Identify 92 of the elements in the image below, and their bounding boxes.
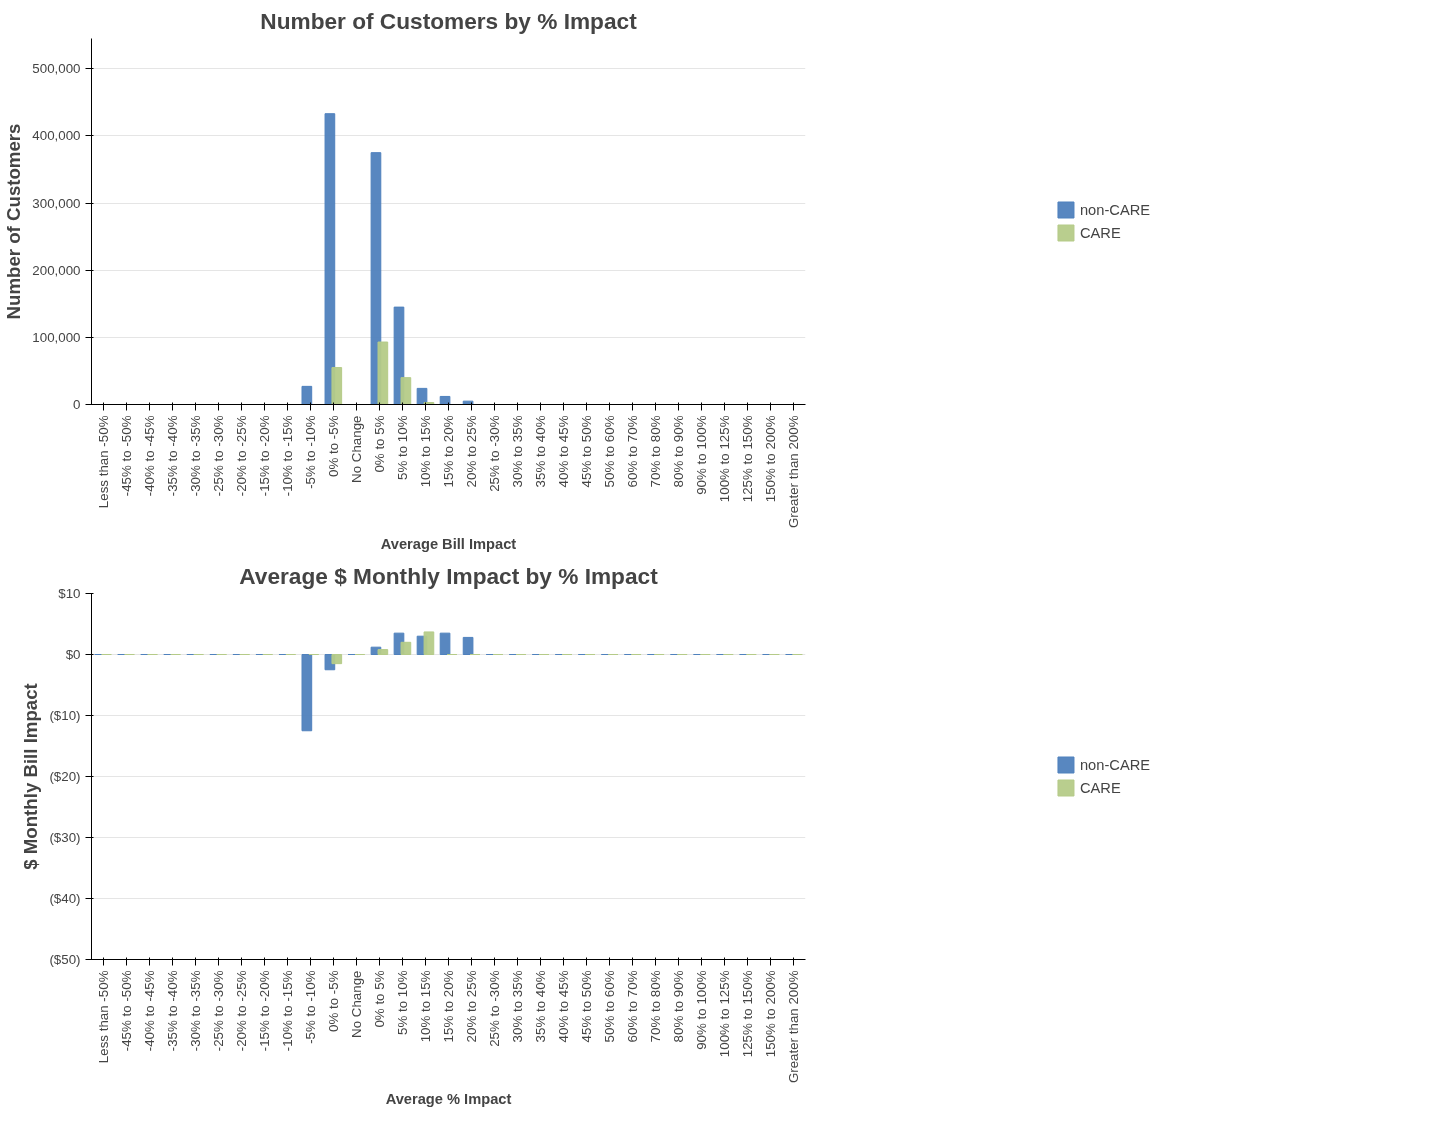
x-tick-label: 0% to 5% [371, 970, 387, 1028]
x-tick-label: 125% to 150% [740, 415, 756, 503]
x-tick-label: 100% to 125% [717, 415, 733, 503]
x-tick-label: -10% to -15% [279, 970, 295, 1052]
bar [324, 113, 336, 405]
x-tick-label: 80% to 90% [671, 415, 687, 488]
y-tick-label: ($30) [49, 830, 81, 845]
x-tick-label: 80% to 90% [671, 970, 687, 1043]
y-tick-label: 100,000 [32, 329, 81, 345]
y-tick-label: ($10) [49, 708, 81, 723]
x-tick-label: 45% to 50% [579, 415, 595, 488]
y-tick-label: $10 [58, 586, 81, 601]
x-tick-label: 90% to 100% [694, 970, 710, 1050]
x-tick-label: 20% to 25% [464, 970, 480, 1043]
x-tick-label: -5% to -10% [302, 970, 318, 1044]
x-tick-label: 20% to 25% [464, 415, 480, 488]
x-tick-label: 90% to 100% [694, 415, 710, 495]
x-tick-label: 25% to -30% [487, 415, 503, 492]
y-tick-label: 400,000 [32, 128, 81, 144]
x-tick-label: 60% to 70% [625, 415, 641, 488]
x-tick-label: 60% to 70% [625, 970, 641, 1043]
x-tick-label: -20% to -25% [233, 970, 249, 1052]
x-tick-label: 35% to 40% [533, 415, 549, 488]
legend-label: non-CARE [1079, 201, 1151, 218]
x-tick-label: 50% to 60% [602, 970, 618, 1043]
x-tick-label: 40% to 45% [556, 415, 572, 488]
x-tick-label: 10% to 15% [417, 970, 433, 1043]
x-tick-label: -15% to -20% [256, 970, 272, 1052]
y-tick-label: ($50) [49, 952, 81, 967]
x-tick-label: 125% to 150% [740, 970, 756, 1058]
x-tick-label: -45% to -50% [118, 970, 134, 1052]
x-tick-label: 40% to 45% [556, 970, 572, 1043]
y-tick-label: ($20) [49, 769, 81, 784]
x-tick-label: -45% to -50% [118, 415, 134, 497]
y-axis-title: $ Monthly Bill Impact [20, 683, 42, 870]
x-tick-label: 15% to 20% [441, 415, 456, 488]
x-tick-label: -20% to -25% [233, 415, 249, 497]
x-tick-label: 5% to 10% [394, 970, 410, 1035]
x-tick-label: Less than -50% [95, 970, 111, 1064]
x-axis-title: Average % Impact [385, 1091, 512, 1108]
bar [331, 367, 343, 405]
x-tick-label: 30% to 35% [510, 970, 526, 1043]
x-tick-label: 0% to -5% [325, 415, 341, 477]
x-tick-label: -40% to -45% [141, 415, 157, 497]
y-axis-title: Number of Customers [3, 123, 25, 320]
x-tick-label: 0% to -5% [325, 970, 341, 1032]
x-tick-label: 70% to 80% [648, 970, 664, 1043]
y-tick-label: 200,000 [32, 262, 81, 278]
chart-title: Number of Customers by % Impact [260, 7, 638, 34]
x-tick-label: -35% to -40% [164, 415, 180, 497]
x-tick-label: 70% to 80% [648, 415, 664, 488]
bar [301, 385, 313, 405]
x-tick-label: 150% to 200% [763, 415, 779, 503]
y-tick-label: 300,000 [32, 195, 81, 211]
bar [439, 395, 451, 405]
x-tick-label: -25% to -30% [210, 970, 226, 1052]
x-tick-label: Greater than 200% [786, 970, 802, 1084]
x-tick-label: No Change [348, 415, 364, 483]
x-tick-label: -40% to -45% [141, 970, 157, 1052]
x-tick-label: 15% to 20% [441, 970, 456, 1043]
legend-label: CARE [1079, 224, 1121, 241]
y-tick-label: 500,000 [32, 61, 81, 77]
chart-title: Average $ Monthly Impact by % Impact [239, 562, 659, 589]
x-tick-label: -10% to -15% [279, 415, 295, 497]
legend-label: CARE [1079, 779, 1121, 796]
x-tick-label: 5% to 10% [394, 415, 410, 480]
legend-label: non-CARE [1079, 756, 1151, 773]
bar [377, 341, 389, 405]
x-tick-label: 25% to -30% [487, 970, 503, 1047]
x-tick-label: 150% to 200% [763, 970, 779, 1058]
x-tick-label: Greater than 200% [786, 415, 802, 529]
x-tick-label: 35% to 40% [533, 970, 549, 1043]
y-tick-label: $0 [65, 647, 81, 662]
y-tick-label: 0 [73, 397, 81, 412]
x-tick-label: -15% to -20% [256, 415, 272, 497]
x-tick-label: Less than -50% [95, 415, 111, 509]
x-tick-label: -5% to -10% [302, 415, 318, 489]
bar [462, 400, 474, 405]
x-tick-label: No Change [348, 970, 364, 1038]
x-tick-label: -30% to -35% [187, 970, 203, 1052]
x-tick-label: -35% to -40% [164, 970, 180, 1052]
x-tick-label: 0% to 5% [371, 415, 387, 473]
x-tick-label: 30% to 35% [510, 415, 526, 488]
x-tick-label: 50% to 60% [602, 415, 618, 488]
x-tick-label: 10% to 15% [417, 415, 433, 488]
x-tick-label: 100% to 125% [717, 970, 733, 1058]
x-tick-label: -25% to -30% [210, 415, 226, 497]
y-tick-label: ($40) [49, 891, 81, 906]
x-tick-label: -30% to -35% [187, 415, 203, 497]
x-tick-label: 45% to 50% [579, 970, 595, 1043]
bar [400, 377, 412, 405]
x-axis-title: Average Bill Impact [380, 536, 517, 553]
